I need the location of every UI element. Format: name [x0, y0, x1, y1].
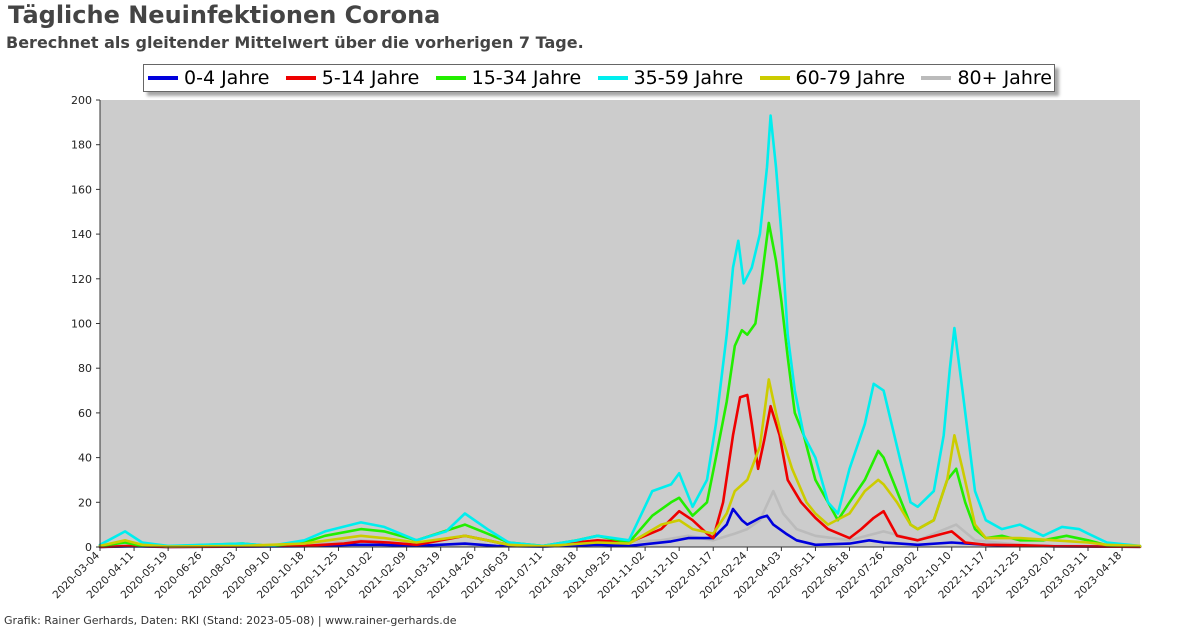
y-tick-label: 120	[71, 273, 92, 286]
series-line-35-59-jahre	[98, 114, 1142, 548]
y-tick-label: 160	[71, 183, 92, 196]
chart-subtitle: Berechnet als gleitender Mittelwert über…	[6, 33, 584, 52]
legend: 0-4 Jahre 5-14 Jahre 15-34 Jahre 35-59 Jahr…	[143, 64, 1055, 92]
series-layer	[98, 114, 1142, 549]
legend-label: 60-79 Jahre	[795, 67, 906, 89]
y-tick-label: 20	[78, 496, 92, 509]
legend-item: 5-14 Jahre	[285, 67, 420, 89]
legend-swatch	[921, 76, 952, 80]
footer-credit: Grafik: Rainer Gerhards, Daten: RKI (Sta…	[4, 614, 457, 627]
plot-area	[100, 100, 1140, 547]
legend-item: 80+ Jahre	[921, 67, 1052, 89]
series-line-5-14-jahre	[98, 393, 1142, 549]
legend-item: 0-4 Jahre	[148, 67, 269, 89]
legend-swatch	[285, 76, 316, 80]
legend-label: 15-34 Jahre	[471, 67, 582, 89]
legend-swatch	[435, 76, 466, 80]
y-tick-label: 140	[71, 228, 92, 241]
legend-swatch	[759, 76, 790, 80]
series-line-0-4-jahre	[98, 507, 1142, 549]
chart-title: Tägliche Neuinfektionen Corona	[8, 1, 441, 29]
legend-item: 35-59 Jahre	[597, 67, 744, 89]
y-tick-label: 100	[71, 318, 92, 331]
series-line-15-34-jahre	[98, 221, 1142, 548]
series-line-60-79-jahre	[98, 378, 1142, 548]
y-tick-label: 40	[78, 452, 92, 465]
legend-item: 60-79 Jahre	[759, 67, 906, 89]
legend-label: 35-59 Jahre	[633, 67, 744, 89]
legend-label: 80+ Jahre	[957, 67, 1052, 89]
y-tick-label: 200	[71, 94, 92, 107]
legend-swatch	[148, 76, 178, 80]
y-tick-label: 80	[78, 362, 92, 375]
legend-swatch	[597, 76, 628, 80]
y-tick-label: 60	[78, 407, 92, 420]
legend-label: 5-14 Jahre	[321, 67, 420, 89]
y-tick-label: 180	[71, 139, 92, 152]
y-tick-label: 0	[85, 541, 92, 554]
legend-label: 0-4 Jahre	[184, 67, 270, 89]
legend-item: 15-34 Jahre	[435, 67, 582, 89]
